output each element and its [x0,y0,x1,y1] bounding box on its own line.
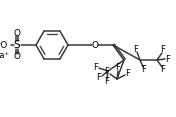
Text: F: F [125,68,130,77]
Text: O: O [14,29,20,38]
Text: O: O [14,52,20,61]
Text: F: F [142,66,146,75]
Text: F: F [161,46,165,55]
Text: F: F [105,77,109,86]
Text: F: F [161,66,165,75]
Text: F: F [105,68,109,77]
Text: F: F [94,62,98,71]
Text: F: F [166,55,170,64]
Text: F: F [97,73,101,82]
Text: F: F [134,44,139,53]
Text: ⁻O: ⁻O [0,40,8,49]
Text: S: S [14,40,20,50]
Text: Na⁺: Na⁺ [0,51,9,60]
Text: O: O [92,40,99,49]
Text: F: F [116,64,120,73]
